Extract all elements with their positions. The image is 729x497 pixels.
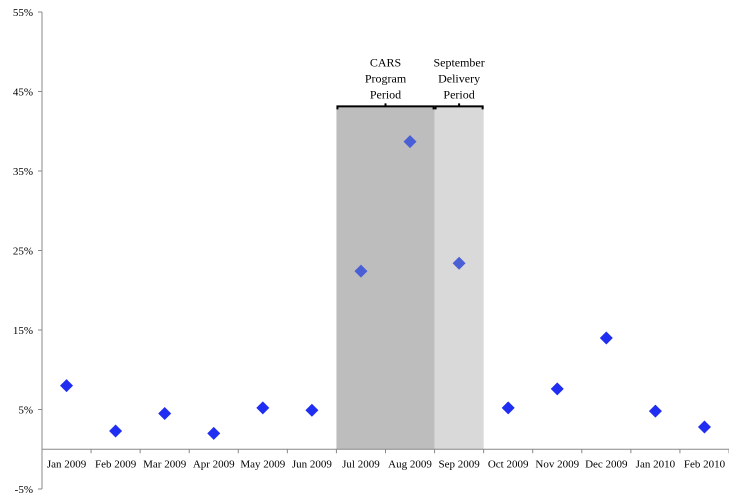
shaded-periods: CARS Program Period September Delivery Period: [336, 55, 485, 450]
x-tick-label: Jan 2010: [636, 458, 676, 470]
x-tick-label: Nov 2009: [535, 458, 579, 470]
y-tick-label: -5%: [15, 484, 33, 496]
y-tick-label: 25%: [13, 246, 33, 258]
x-axis-ticks: Jan 2009 Feb 2009 Mar 2009 Apr 2009 May 2009…: [41, 449, 729, 470]
data-point-feb-2009: [109, 424, 123, 438]
period-label-2-line-2: Delivery: [438, 71, 480, 85]
data-point-jun-2009: [305, 403, 319, 417]
data-point-apr-2009: [207, 426, 221, 440]
period-label-1-line-2: Program: [365, 71, 407, 85]
period-label-2-line-1: September: [433, 55, 484, 69]
x-tick-label: Mar 2009: [143, 458, 187, 470]
data-point-dec-2009: [599, 331, 613, 345]
data-point-aug-2009: [403, 135, 417, 149]
y-tick-label: 5%: [18, 405, 33, 417]
data-point-nov-2009: [550, 382, 564, 396]
x-tick-label: May 2009: [240, 458, 285, 470]
y-tick-label: 55%: [13, 7, 33, 19]
period-label-1-line-1: CARS: [370, 55, 401, 69]
period-bracket-1: [336, 103, 435, 110]
data-points: [60, 135, 711, 440]
x-tick-label: Sep 2009: [438, 458, 480, 470]
data-point-mar-2009: [158, 406, 172, 420]
data-point-jan-2009: [60, 379, 74, 393]
data-point-sep-2009: [452, 256, 466, 270]
x-tick-label: Jul 2009: [342, 458, 380, 470]
data-point-jan-2010: [648, 404, 662, 418]
x-tick-label: Dec 2009: [585, 458, 628, 470]
y-tick-label: 45%: [13, 87, 33, 99]
x-tick-label: Jan 2009: [47, 458, 87, 470]
data-point-feb-2010: [697, 420, 711, 434]
x-tick-label: Oct 2009: [488, 458, 529, 470]
shaded-period-2: [434, 107, 484, 450]
period-label-2-line-3: Period: [443, 87, 474, 101]
data-point-oct-2009: [501, 401, 515, 415]
period-bracket-2: [434, 103, 484, 110]
data-point-jul-2009: [354, 264, 368, 278]
x-tick-label: Jun 2009: [292, 458, 333, 470]
y-axis-ticks: -5% 5% 15% 25% 35% 45% 55%: [13, 7, 42, 496]
x-tick-label: Apr 2009: [193, 458, 235, 470]
y-tick-label: 35%: [13, 166, 33, 178]
x-tick-label: Feb 2009: [95, 458, 137, 470]
shaded-period-1: [336, 107, 435, 450]
x-tick-label: Aug 2009: [388, 458, 432, 470]
data-point-may-2009: [256, 401, 270, 415]
y-tick-label: 15%: [13, 325, 33, 337]
x-tick-label: Feb 2010: [684, 458, 726, 470]
period-label-1-line-3: Period: [370, 87, 401, 101]
